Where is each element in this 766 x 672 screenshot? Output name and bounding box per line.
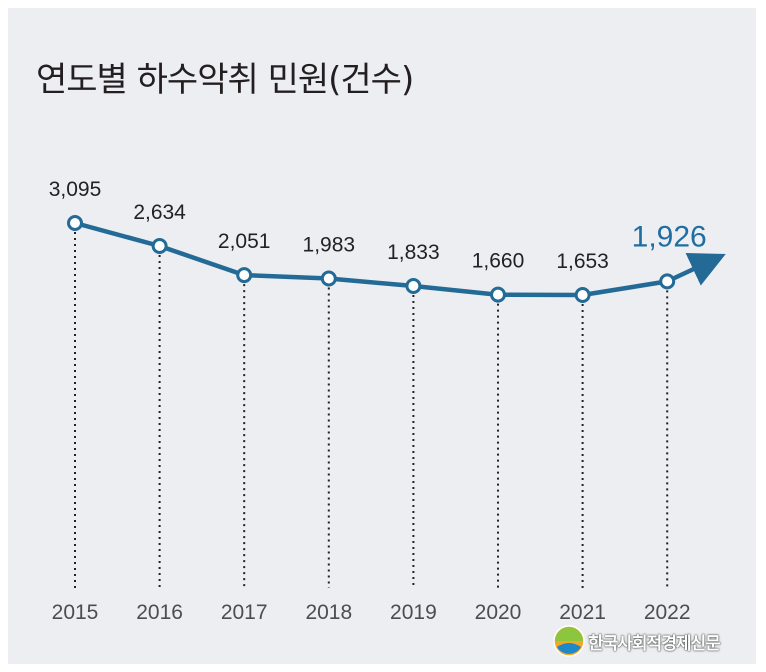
- value-label-2015: 3,095: [49, 178, 102, 201]
- x-tick-label-2015: 2015: [52, 601, 99, 624]
- x-tick-label-2020: 2020: [475, 601, 522, 624]
- data-point-2022: [659, 273, 676, 290]
- watermark-logo: 한국사회적경제신문: [553, 625, 721, 657]
- x-tick-label-2017: 2017: [221, 601, 268, 624]
- x-axis: 2015 2016 2017 2018 2019 2020 2021 2022: [52, 601, 691, 624]
- data-point-2015: [67, 215, 83, 231]
- x-tick-label-2022: 2022: [644, 601, 691, 624]
- data-point-2018: [320, 270, 337, 287]
- chart-title: 연도별 하수악취 민원(건수): [36, 60, 414, 100]
- data-point-2021: [574, 287, 591, 303]
- value-label-2021: 1,653: [556, 250, 609, 273]
- value-label-2022: 1,926: [632, 220, 707, 253]
- data-point-2016: [151, 238, 168, 255]
- data-point-2019: [405, 278, 422, 295]
- value-label-2019: 1,833: [387, 241, 440, 264]
- data-point-2017: [236, 267, 253, 284]
- chart-panel: 연도별 하수악취 민원(건수): [8, 8, 756, 664]
- value-label-2018: 1,983: [303, 234, 356, 257]
- x-tick-label-2019: 2019: [390, 601, 437, 624]
- dotted-guides: [74, 232, 669, 588]
- watermark-text: 한국사회적경제신문: [588, 633, 721, 654]
- x-tick-label-2016: 2016: [136, 601, 183, 624]
- value-label-2016: 2,634: [133, 201, 186, 224]
- series-line: [72, 220, 670, 298]
- value-label-2020: 1,660: [472, 250, 525, 273]
- data-series: [67, 215, 726, 303]
- x-tick-label-2018: 2018: [305, 601, 352, 624]
- value-label-2017: 2,051: [218, 230, 271, 253]
- x-tick-label-2021: 2021: [559, 601, 606, 624]
- globe-logo-icon: [553, 625, 585, 657]
- data-point-2020: [490, 286, 506, 303]
- value-labels: 3,095 2,634 2,051 1,983 1,833 1,660 1,653 1,926: [49, 178, 707, 273]
